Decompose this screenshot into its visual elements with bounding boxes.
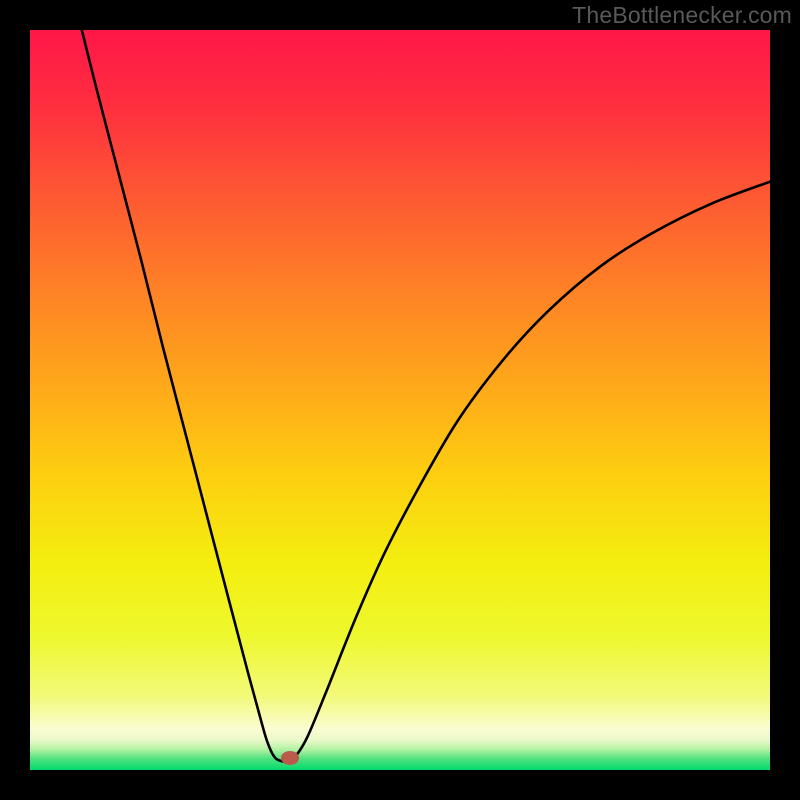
- chart-frame: TheBottlenecker.com: [0, 0, 800, 800]
- watermark-text: TheBottlenecker.com: [572, 2, 792, 29]
- minimum-marker: [281, 751, 299, 765]
- bottleneck-curve: [82, 30, 770, 762]
- plot-area: [30, 30, 770, 770]
- chart-svg: [30, 30, 770, 770]
